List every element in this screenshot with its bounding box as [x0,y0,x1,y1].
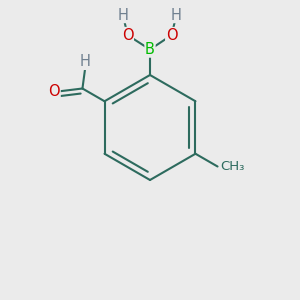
Text: H: H [118,8,128,22]
Text: O: O [48,84,60,99]
Text: H: H [80,54,91,69]
Text: H: H [171,8,182,22]
Text: CH₃: CH₃ [220,160,244,173]
Text: O: O [122,28,133,43]
Text: B: B [145,42,155,57]
Text: O: O [166,28,177,43]
